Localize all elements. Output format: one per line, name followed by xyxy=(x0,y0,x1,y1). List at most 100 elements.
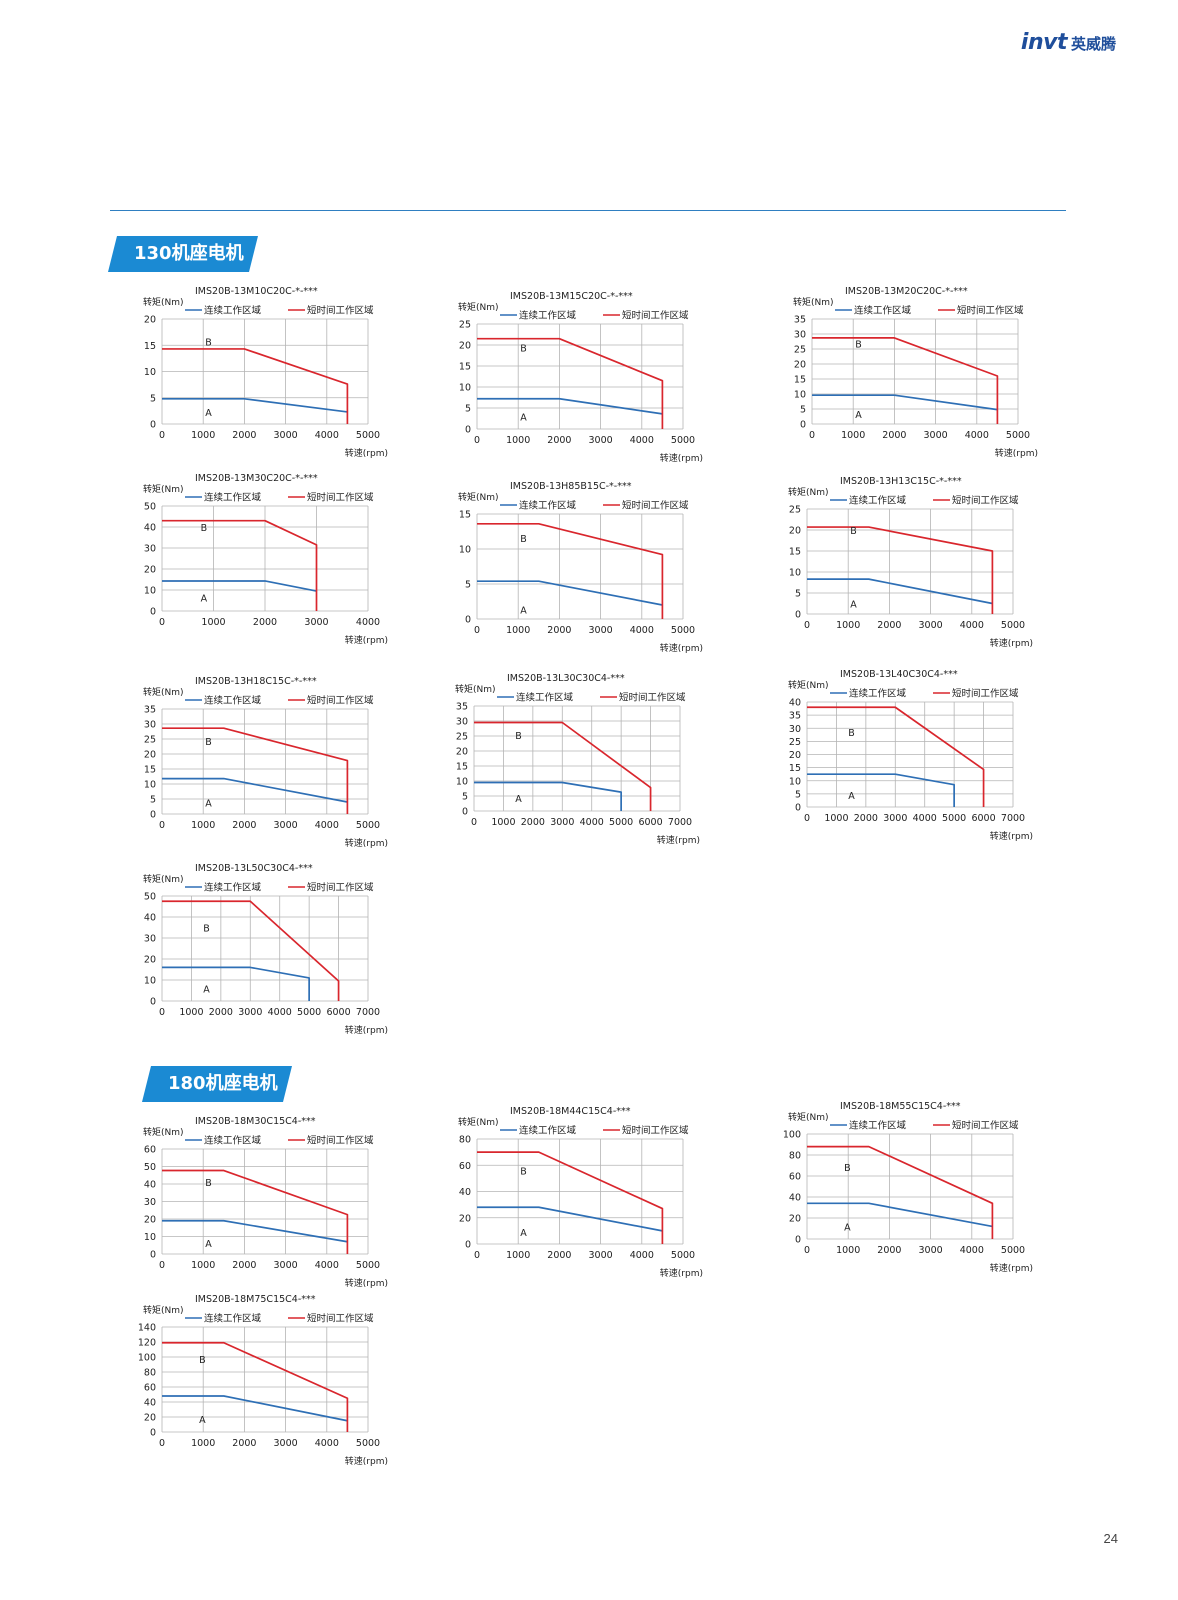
y-tick-label: 0 xyxy=(795,803,801,814)
chart-title: IMS20B-18M75C15C4-*** xyxy=(195,1294,316,1305)
series-continuous-line xyxy=(162,397,348,413)
torque-speed-chart: IMS20B-18M55C15C4-*** 转矩(Nm) 连续工作区域 短时间工作区域… xyxy=(783,1100,1055,1295)
y-tick-label: 25 xyxy=(794,345,806,356)
region-label: B xyxy=(844,1163,851,1174)
y-tick-label: 15 xyxy=(459,510,471,521)
y-tick-label: 35 xyxy=(144,705,156,716)
torque-speed-chart: IMS20B-18M44C15C4-*** 转矩(Nm) 连续工作区域 短时间工作区域… xyxy=(455,1105,725,1300)
y-tick-label: 10 xyxy=(789,568,801,579)
region-label: A xyxy=(201,594,208,605)
series-continuous-line xyxy=(477,397,663,415)
x-tick-label: 1000 xyxy=(824,813,848,824)
region-label: A xyxy=(205,799,212,810)
legend-continuous-label: 连续工作区域 xyxy=(854,305,912,317)
x-tick-label: 4000 xyxy=(580,817,604,828)
region-label: A xyxy=(520,1228,527,1239)
x-tick-label: 2000 xyxy=(547,435,571,446)
y-tick-label: 100 xyxy=(783,1130,801,1141)
region-label: B xyxy=(848,728,855,739)
series-continuous-line xyxy=(807,1202,993,1228)
y-tick-label: 140 xyxy=(138,1323,156,1334)
region-label: B xyxy=(203,924,210,935)
y-tick-label: 20 xyxy=(789,1214,801,1225)
torque-speed-chart: IMS20B-18M30C15C4-*** 转矩(Nm) 连续工作区域 短时间工作区域… xyxy=(140,1115,410,1310)
y-axis-label: 转矩(Nm) xyxy=(143,296,184,308)
y-tick-label: 0 xyxy=(150,420,156,431)
x-tick-label: 5000 xyxy=(942,813,966,824)
y-tick-label: 5 xyxy=(150,393,156,404)
x-tick-label: 2000 xyxy=(547,625,571,636)
x-tick-label: 5000 xyxy=(356,1260,380,1271)
y-tick-label: 40 xyxy=(459,1187,471,1198)
legend-short-label: 短时间工作区域 xyxy=(952,495,1019,507)
y-tick-label: 40 xyxy=(789,698,801,709)
x-tick-label: 2000 xyxy=(521,817,545,828)
series-short-line xyxy=(807,1145,994,1239)
y-axis-label: 转矩(Nm) xyxy=(788,679,829,691)
chart-svg: IMS20B-13H13C15C-*-*** 转矩(Nm) 连续工作区域 短时间工作区… xyxy=(788,476,1033,649)
region-label: A xyxy=(850,600,857,611)
y-tick-label: 20 xyxy=(144,750,156,761)
chart-svg: IMS20B-13H18C15C-*-*** 转矩(Nm) 连续工作区域 短时间工作区… xyxy=(143,676,388,849)
series-continuous-line xyxy=(162,1395,348,1422)
x-tick-label: 3000 xyxy=(883,813,907,824)
legend-continuous-label: 连续工作区域 xyxy=(519,1125,577,1137)
y-tick-label: 0 xyxy=(150,997,156,1008)
y-tick-label: 80 xyxy=(144,1368,156,1379)
x-tick-label: 5000 xyxy=(1001,1245,1025,1256)
series-short-line xyxy=(477,337,664,429)
y-tick-label: 10 xyxy=(144,1232,156,1243)
x-tick-label: 4000 xyxy=(268,1007,292,1018)
x-tick-label: 0 xyxy=(159,1260,165,1271)
x-tick-label: 1000 xyxy=(179,1007,203,1018)
region-label: A xyxy=(205,1239,212,1250)
torque-speed-chart: IMS20B-13H85B15C-*-*** 转矩(Nm) 连续工作区域 短时间工作区… xyxy=(455,480,725,675)
chart-svg: IMS20B-13H85B15C-*-*** 转矩(Nm) 连续工作区域 短时间工作区… xyxy=(458,481,703,654)
x-axis-label: 转速(rpm) xyxy=(345,1277,388,1289)
x-tick-label: 2000 xyxy=(232,430,256,441)
y-axis-label: 转矩(Nm) xyxy=(143,686,184,698)
x-tick-label: 4000 xyxy=(960,620,984,631)
chart-title: IMS20B-13L40C30C4-*** xyxy=(840,669,958,680)
y-tick-label: 10 xyxy=(144,367,156,378)
chart-svg: IMS20B-13M15C20C-*-*** 转矩(Nm) 连续工作区域 短时间工作区… xyxy=(458,291,703,464)
x-tick-label: 3000 xyxy=(589,625,613,636)
chart-title: IMS20B-13M10C20C-*-*** xyxy=(195,286,318,297)
y-tick-label: 15 xyxy=(144,341,156,352)
series-short-line xyxy=(162,1169,349,1254)
x-tick-label: 3000 xyxy=(589,1250,613,1261)
legend-short-label: 短时间工作区域 xyxy=(307,882,374,894)
y-tick-label: 30 xyxy=(456,717,468,728)
x-tick-label: 2000 xyxy=(547,1250,571,1261)
y-tick-label: 80 xyxy=(459,1135,471,1146)
x-tick-label: 4000 xyxy=(356,617,380,628)
y-tick-label: 0 xyxy=(150,1250,156,1261)
y-tick-label: 20 xyxy=(456,747,468,758)
x-tick-label: 4000 xyxy=(965,430,989,441)
y-tick-label: 0 xyxy=(465,425,471,436)
region-label: A xyxy=(520,413,527,424)
x-tick-label: 0 xyxy=(804,813,810,824)
x-tick-label: 2000 xyxy=(877,620,901,631)
x-tick-label: 4000 xyxy=(960,1245,984,1256)
x-tick-label: 1000 xyxy=(506,1250,530,1261)
y-tick-label: 15 xyxy=(144,765,156,776)
series-short-line xyxy=(477,522,664,619)
x-tick-label: 5000 xyxy=(356,430,380,441)
series-short-line xyxy=(162,900,340,1001)
x-axis-label: 转速(rpm) xyxy=(660,452,703,464)
x-axis-label: 转速(rpm) xyxy=(345,634,388,646)
y-tick-label: 30 xyxy=(789,724,801,735)
legend-continuous-label: 连续工作区域 xyxy=(204,882,262,894)
y-tick-label: 40 xyxy=(144,523,156,534)
y-tick-label: 25 xyxy=(456,732,468,743)
y-tick-label: 20 xyxy=(144,315,156,326)
y-axis-label: 转矩(Nm) xyxy=(458,491,499,503)
series-short-line xyxy=(812,337,999,424)
y-tick-label: 0 xyxy=(795,1235,801,1246)
torque-speed-chart: IMS20B-13M15C20C-*-*** 转矩(Nm) 连续工作区域 短时间工作区… xyxy=(455,290,725,485)
y-tick-label: 40 xyxy=(144,913,156,924)
y-tick-label: 50 xyxy=(144,892,156,903)
y-tick-label: 20 xyxy=(144,955,156,966)
y-tick-label: 5 xyxy=(150,795,156,806)
